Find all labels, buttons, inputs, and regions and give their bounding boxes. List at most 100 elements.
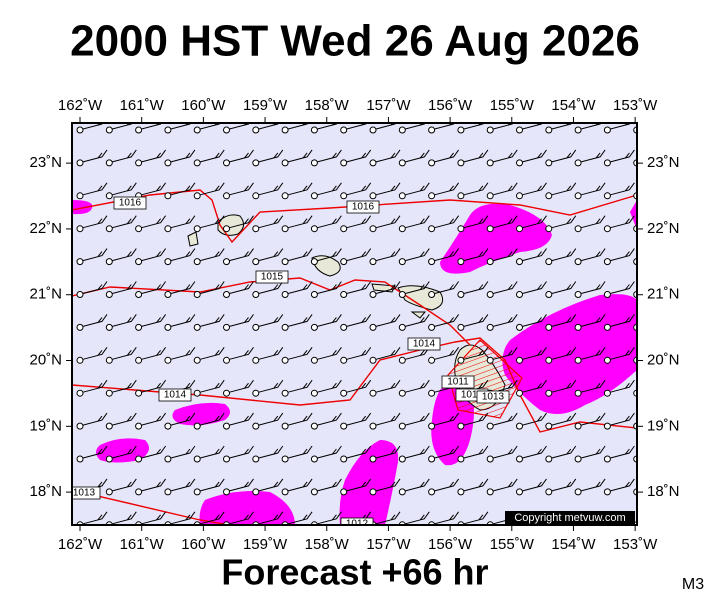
barb <box>141 412 167 426</box>
barb-station <box>340 159 348 167</box>
barb-station <box>603 389 611 397</box>
barb-station <box>252 488 260 496</box>
barb-station <box>223 225 230 233</box>
barb-station <box>398 455 406 463</box>
barb <box>200 215 225 229</box>
barb <box>82 412 108 426</box>
barb <box>580 182 606 196</box>
barb-station <box>516 422 523 430</box>
barb-station <box>398 258 406 266</box>
barb-station <box>135 126 143 134</box>
barb <box>287 379 313 393</box>
barb <box>200 511 225 525</box>
barb <box>551 281 577 294</box>
barb-station <box>398 422 406 430</box>
barb <box>229 445 254 459</box>
barb <box>112 182 137 196</box>
barb-station <box>310 356 318 364</box>
barb <box>493 412 518 426</box>
barb-station <box>516 488 523 496</box>
barb <box>170 412 196 426</box>
barb <box>170 182 196 196</box>
barb-station <box>340 356 348 364</box>
isobar-label: 1016 <box>352 202 375 213</box>
barb <box>434 182 460 196</box>
barb-station <box>574 126 582 134</box>
lon-label: 161˚W <box>120 97 165 114</box>
barb-station <box>516 258 523 266</box>
barb-station <box>428 192 436 200</box>
barb-station <box>193 356 201 364</box>
barb <box>640 314 664 326</box>
barb-station <box>545 258 553 266</box>
barb-station <box>398 192 406 200</box>
barb <box>287 215 313 229</box>
lat-label: 21˚N <box>647 286 680 303</box>
barb <box>346 281 372 294</box>
barb <box>640 512 664 524</box>
barb <box>141 379 167 393</box>
barb <box>463 478 489 492</box>
barb-station <box>252 455 260 463</box>
barb-station <box>603 192 611 200</box>
barb-station <box>193 159 201 167</box>
barb <box>434 281 460 294</box>
barb <box>200 314 225 327</box>
barb-station <box>516 455 523 463</box>
lon-label: 155˚W <box>490 97 535 114</box>
barb <box>405 412 430 426</box>
barb <box>580 281 606 294</box>
barb <box>522 215 547 229</box>
barb-station <box>486 488 494 496</box>
barb <box>112 149 137 163</box>
barb <box>317 478 342 492</box>
barb-station <box>76 389 84 397</box>
isobar-label: 1014 <box>164 390 187 401</box>
lon-label: 162˚W <box>58 536 103 553</box>
barb-station <box>603 258 611 266</box>
barb <box>141 511 167 525</box>
barb-station <box>310 159 318 167</box>
barb <box>434 248 460 262</box>
lat-label: 20˚N <box>647 351 680 368</box>
barb-station <box>398 488 406 496</box>
barb <box>287 182 313 196</box>
barb-station <box>310 291 318 298</box>
barb <box>170 149 196 163</box>
lon-label: 156˚W <box>428 97 473 114</box>
barb-station <box>105 126 113 134</box>
barb-station <box>164 225 172 233</box>
barb-station <box>281 291 289 298</box>
barb <box>258 478 284 492</box>
barb <box>493 379 518 393</box>
barb-station <box>369 356 377 364</box>
barb <box>229 314 254 327</box>
barb <box>375 281 401 294</box>
barb <box>200 248 225 262</box>
barb <box>82 347 108 360</box>
barb <box>229 379 254 393</box>
barb <box>610 281 635 294</box>
barb-station <box>164 323 172 331</box>
barb <box>405 445 430 459</box>
barb-station <box>369 291 377 298</box>
barb-station <box>574 159 582 167</box>
barb <box>82 149 108 163</box>
rain-areas <box>72 200 637 525</box>
barb-station <box>516 225 523 233</box>
barb-station <box>76 356 84 364</box>
barb-station <box>545 323 553 331</box>
barb <box>346 445 372 459</box>
barb-station <box>574 258 582 266</box>
barb-station <box>545 192 553 200</box>
lat-label: 18˚N <box>647 483 680 500</box>
barb <box>522 445 547 459</box>
barb-station <box>281 422 289 430</box>
barb-station <box>193 323 201 331</box>
barb-station <box>223 192 230 200</box>
barb-station <box>457 422 465 430</box>
barb <box>434 347 460 360</box>
barb <box>82 182 108 196</box>
barb-station <box>105 192 113 200</box>
